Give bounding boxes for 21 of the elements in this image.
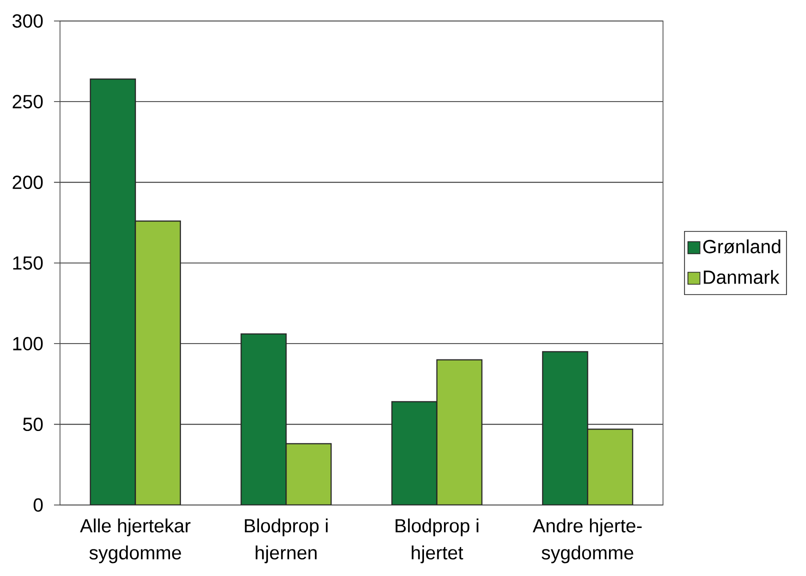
x-tick-label: Blodprop i hjernen <box>244 518 328 564</box>
y-tick-label: 250 <box>12 94 43 108</box>
x-tick-label: Alle hjertekar sygdomme <box>80 518 190 564</box>
y-tick-label: 100 <box>13 336 43 350</box>
x-tick-label: Blodprop i hjertet <box>396 518 478 564</box>
bar <box>90 78 136 505</box>
bar <box>134 220 181 505</box>
y-tick-label: 200 <box>12 176 43 190</box>
legend-label: Danmark <box>704 270 780 284</box>
bar <box>391 401 438 505</box>
y-tick-label: 50 <box>23 418 43 432</box>
bar <box>587 428 634 505</box>
y-tick-label: 150 <box>13 256 43 270</box>
bar <box>240 333 287 505</box>
y-tick-label: 0 <box>34 498 43 512</box>
bar <box>286 443 332 505</box>
x-tick-label: Andre hjerte-sygdomme <box>532 518 642 564</box>
y-tick-label: 300 <box>12 14 43 28</box>
legend-label: Grønland <box>703 239 780 254</box>
bar <box>542 351 588 505</box>
bar <box>436 359 482 505</box>
